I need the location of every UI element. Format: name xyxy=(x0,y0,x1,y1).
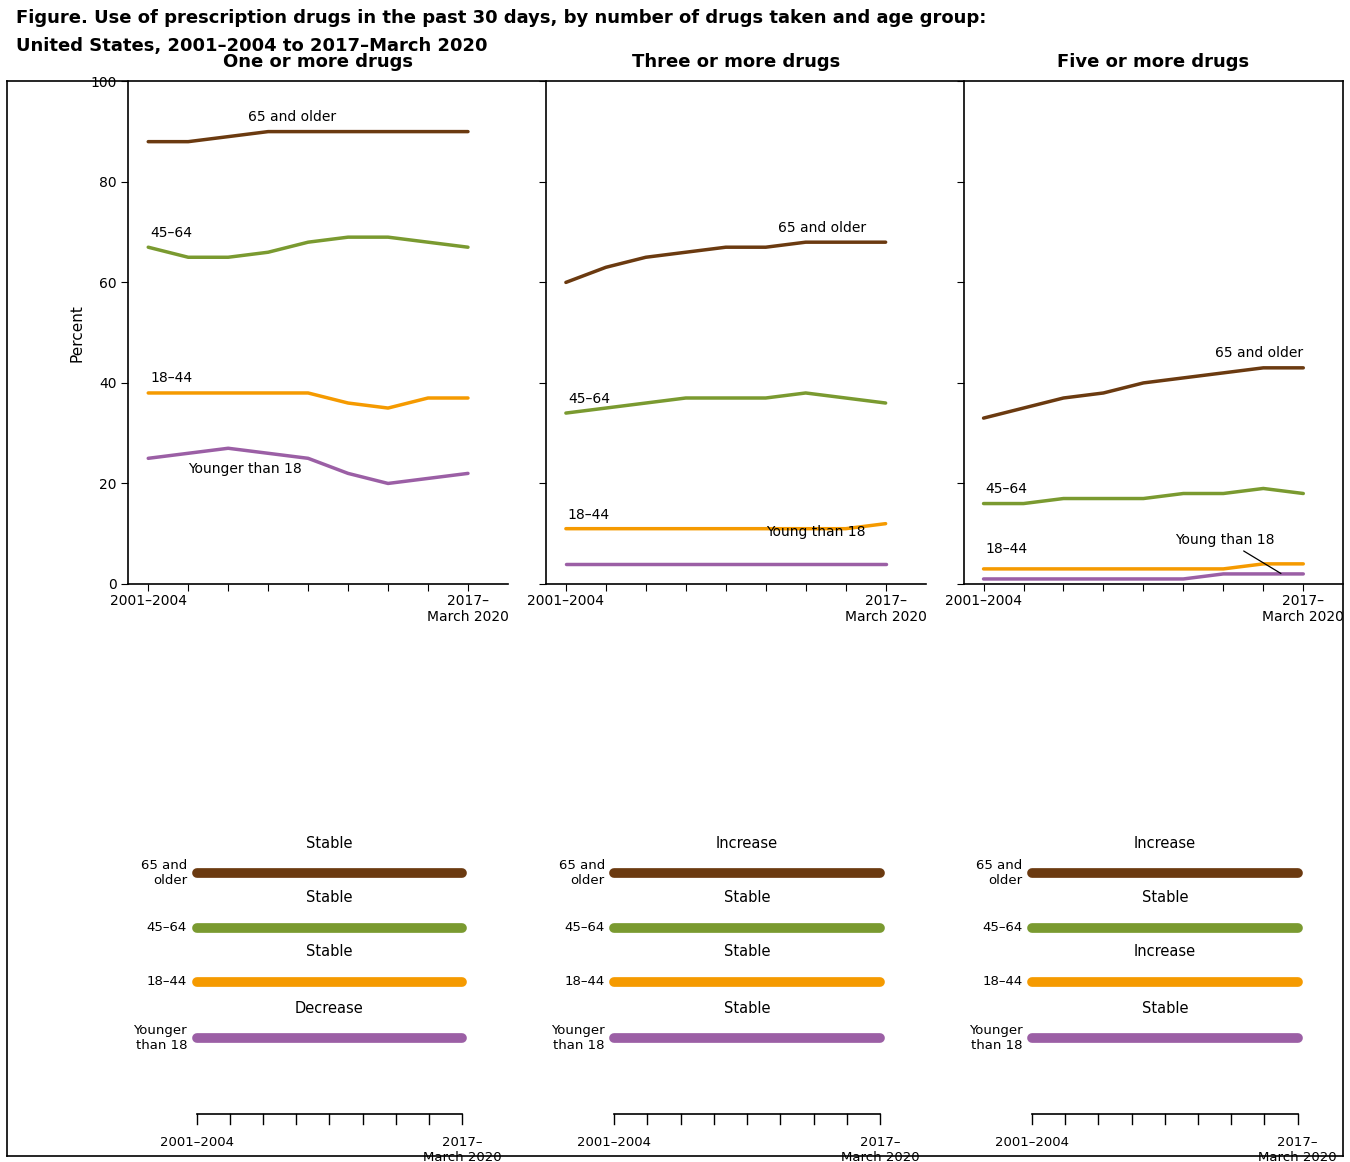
Text: 45–64: 45–64 xyxy=(150,225,192,239)
Text: Decrease: Decrease xyxy=(296,1000,364,1016)
Y-axis label: Percent: Percent xyxy=(69,303,85,361)
Text: 18–44: 18–44 xyxy=(147,975,188,988)
Text: 65 and
older: 65 and older xyxy=(976,860,1022,888)
Text: Young than 18: Young than 18 xyxy=(765,525,865,539)
Text: 65 and older: 65 and older xyxy=(1215,346,1304,360)
Text: United States, 2001–2004 to 2017–March 2020: United States, 2001–2004 to 2017–March 2… xyxy=(16,37,487,55)
Text: 2017–
March 2020: 2017– March 2020 xyxy=(841,1136,919,1162)
Text: 18–44: 18–44 xyxy=(564,975,605,988)
Text: Younger
than 18: Younger than 18 xyxy=(969,1024,1022,1052)
Text: Stable: Stable xyxy=(306,837,352,852)
Text: Younger than 18: Younger than 18 xyxy=(188,462,302,476)
Text: Stable: Stable xyxy=(306,890,352,905)
Text: Stable: Stable xyxy=(306,945,352,960)
Text: Figure. Use of prescription drugs in the past 30 days, by number of drugs taken : Figure. Use of prescription drugs in the… xyxy=(16,9,987,27)
Text: Increase: Increase xyxy=(716,837,778,852)
Text: 65 and
older: 65 and older xyxy=(559,860,605,888)
Text: 2001–2004: 2001–2004 xyxy=(578,1136,651,1149)
Text: 65 and older: 65 and older xyxy=(778,221,865,235)
Text: Younger
than 18: Younger than 18 xyxy=(134,1024,188,1052)
Text: 2017–
March 2020: 2017– March 2020 xyxy=(423,1136,502,1162)
Text: Stable: Stable xyxy=(1142,1000,1188,1016)
Title: Five or more drugs: Five or more drugs xyxy=(1057,53,1250,71)
Text: 2001–2004: 2001–2004 xyxy=(159,1136,234,1149)
Text: 45–64: 45–64 xyxy=(986,482,1027,496)
Text: Stable: Stable xyxy=(724,945,771,960)
Text: 18–44: 18–44 xyxy=(150,372,192,386)
Text: Increase: Increase xyxy=(1134,945,1196,960)
Text: 18–44: 18–44 xyxy=(986,543,1027,557)
Text: 18–44: 18–44 xyxy=(983,975,1022,988)
Text: Young than 18: Young than 18 xyxy=(1176,532,1281,574)
Text: Stable: Stable xyxy=(724,890,771,905)
Text: Younger
than 18: Younger than 18 xyxy=(551,1024,605,1052)
Text: 65 and older: 65 and older xyxy=(248,110,336,124)
Text: 45–64: 45–64 xyxy=(564,921,605,934)
Text: Stable: Stable xyxy=(1142,890,1188,905)
Text: 45–64: 45–64 xyxy=(983,921,1022,934)
Text: 45–64: 45–64 xyxy=(147,921,188,934)
Title: Three or more drugs: Three or more drugs xyxy=(632,53,840,71)
Text: 65 and
older: 65 and older xyxy=(140,860,188,888)
Text: Stable: Stable xyxy=(724,1000,771,1016)
Text: 45–64: 45–64 xyxy=(568,392,610,406)
Text: 18–44: 18–44 xyxy=(568,508,610,522)
Text: 2001–2004: 2001–2004 xyxy=(995,1136,1069,1149)
Title: One or more drugs: One or more drugs xyxy=(223,53,413,71)
Text: 2017–
March 2020: 2017– March 2020 xyxy=(1258,1136,1336,1162)
Text: Increase: Increase xyxy=(1134,837,1196,852)
